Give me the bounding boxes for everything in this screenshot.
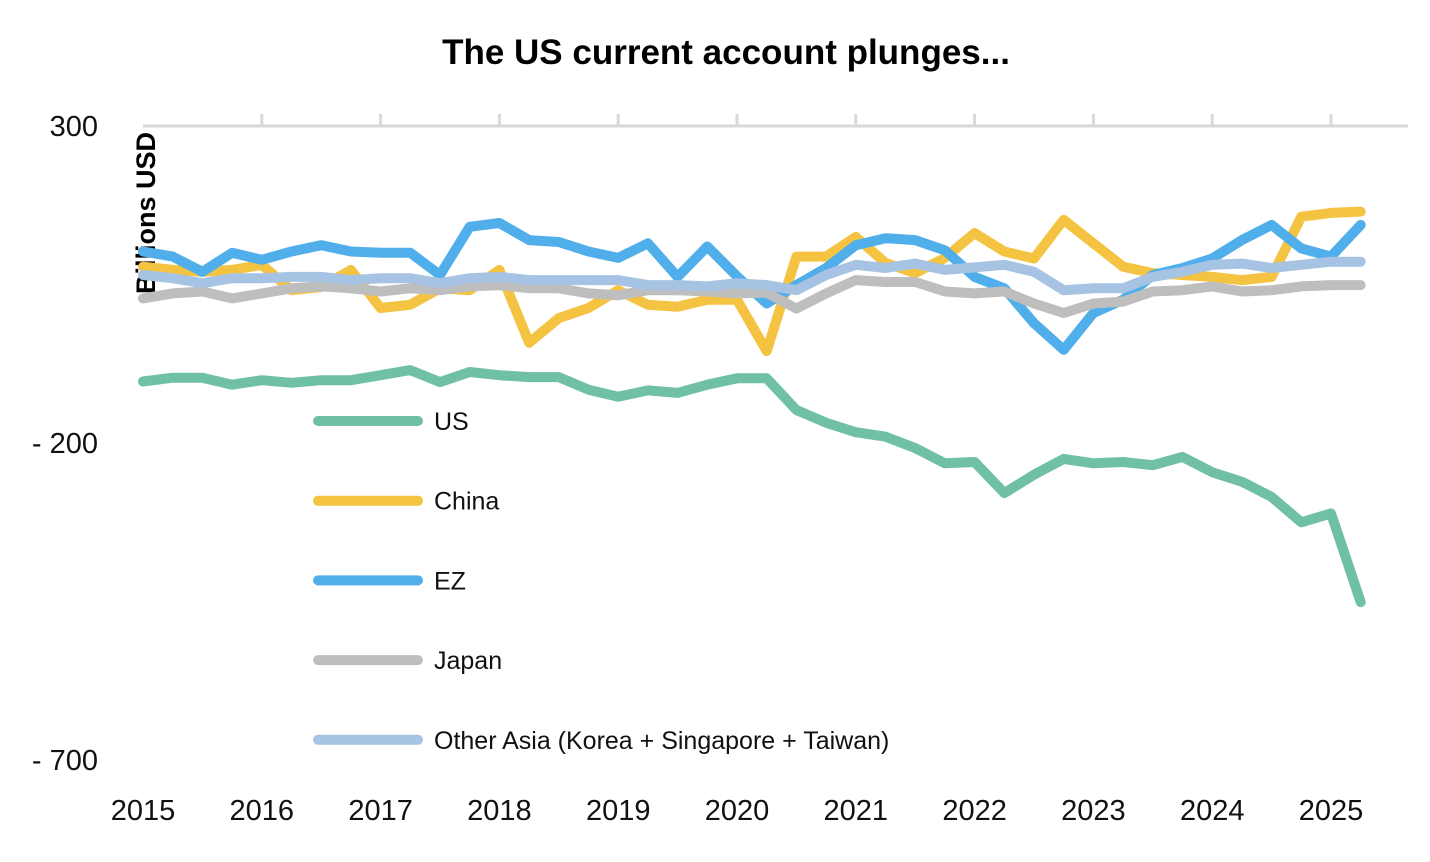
x-tick-label: 2022 [942,795,1007,827]
series-line-other [138,256,1366,296]
x-tick-label: 2019 [586,795,651,827]
series-line-us [138,365,1366,608]
legend-item: Japan [313,647,502,675]
legend: US China EZ Japan Other Asia (Korea + Singap… [313,408,889,755]
series-lines [138,206,1366,608]
legend-item: EZ [313,567,466,595]
y-tick-label: - 200 [32,428,98,460]
y-tick-label: - 700 [32,745,98,777]
x-tick-label: 2025 [1299,795,1364,827]
series-line-japan [138,275,1366,318]
y-axis: 300 - 200 - 700 [32,111,98,777]
legend-item: China [313,488,499,516]
x-tick-label: 2015 [111,795,176,827]
x-tick-label: 2017 [348,795,413,827]
x-tick-label: 2016 [230,795,295,827]
x-tick-label: 2023 [1061,795,1126,827]
x-axis: 2015 2016 2017 2018 2019 2020 2021 2022 2023 2024… [111,114,1408,827]
x-tick-label: 2024 [1180,795,1245,827]
legend-label: China [434,488,499,516]
legend-label: Japan [434,647,502,675]
x-tick-label: 2018 [467,795,532,827]
legend-label: US [434,408,469,436]
y-tick-label: 300 [50,111,98,143]
x-tick-label: 2020 [705,795,770,827]
legend-item: Other Asia (Korea + Singapore + Taiwan) [313,727,889,755]
legend-item: US [313,408,469,436]
x-tick-label: 2021 [824,795,889,827]
chart-title: The US current account plunges... [442,33,1010,72]
legend-label: EZ [434,567,466,595]
legend-label: Other Asia (Korea + Singapore + Taiwan) [434,727,889,755]
